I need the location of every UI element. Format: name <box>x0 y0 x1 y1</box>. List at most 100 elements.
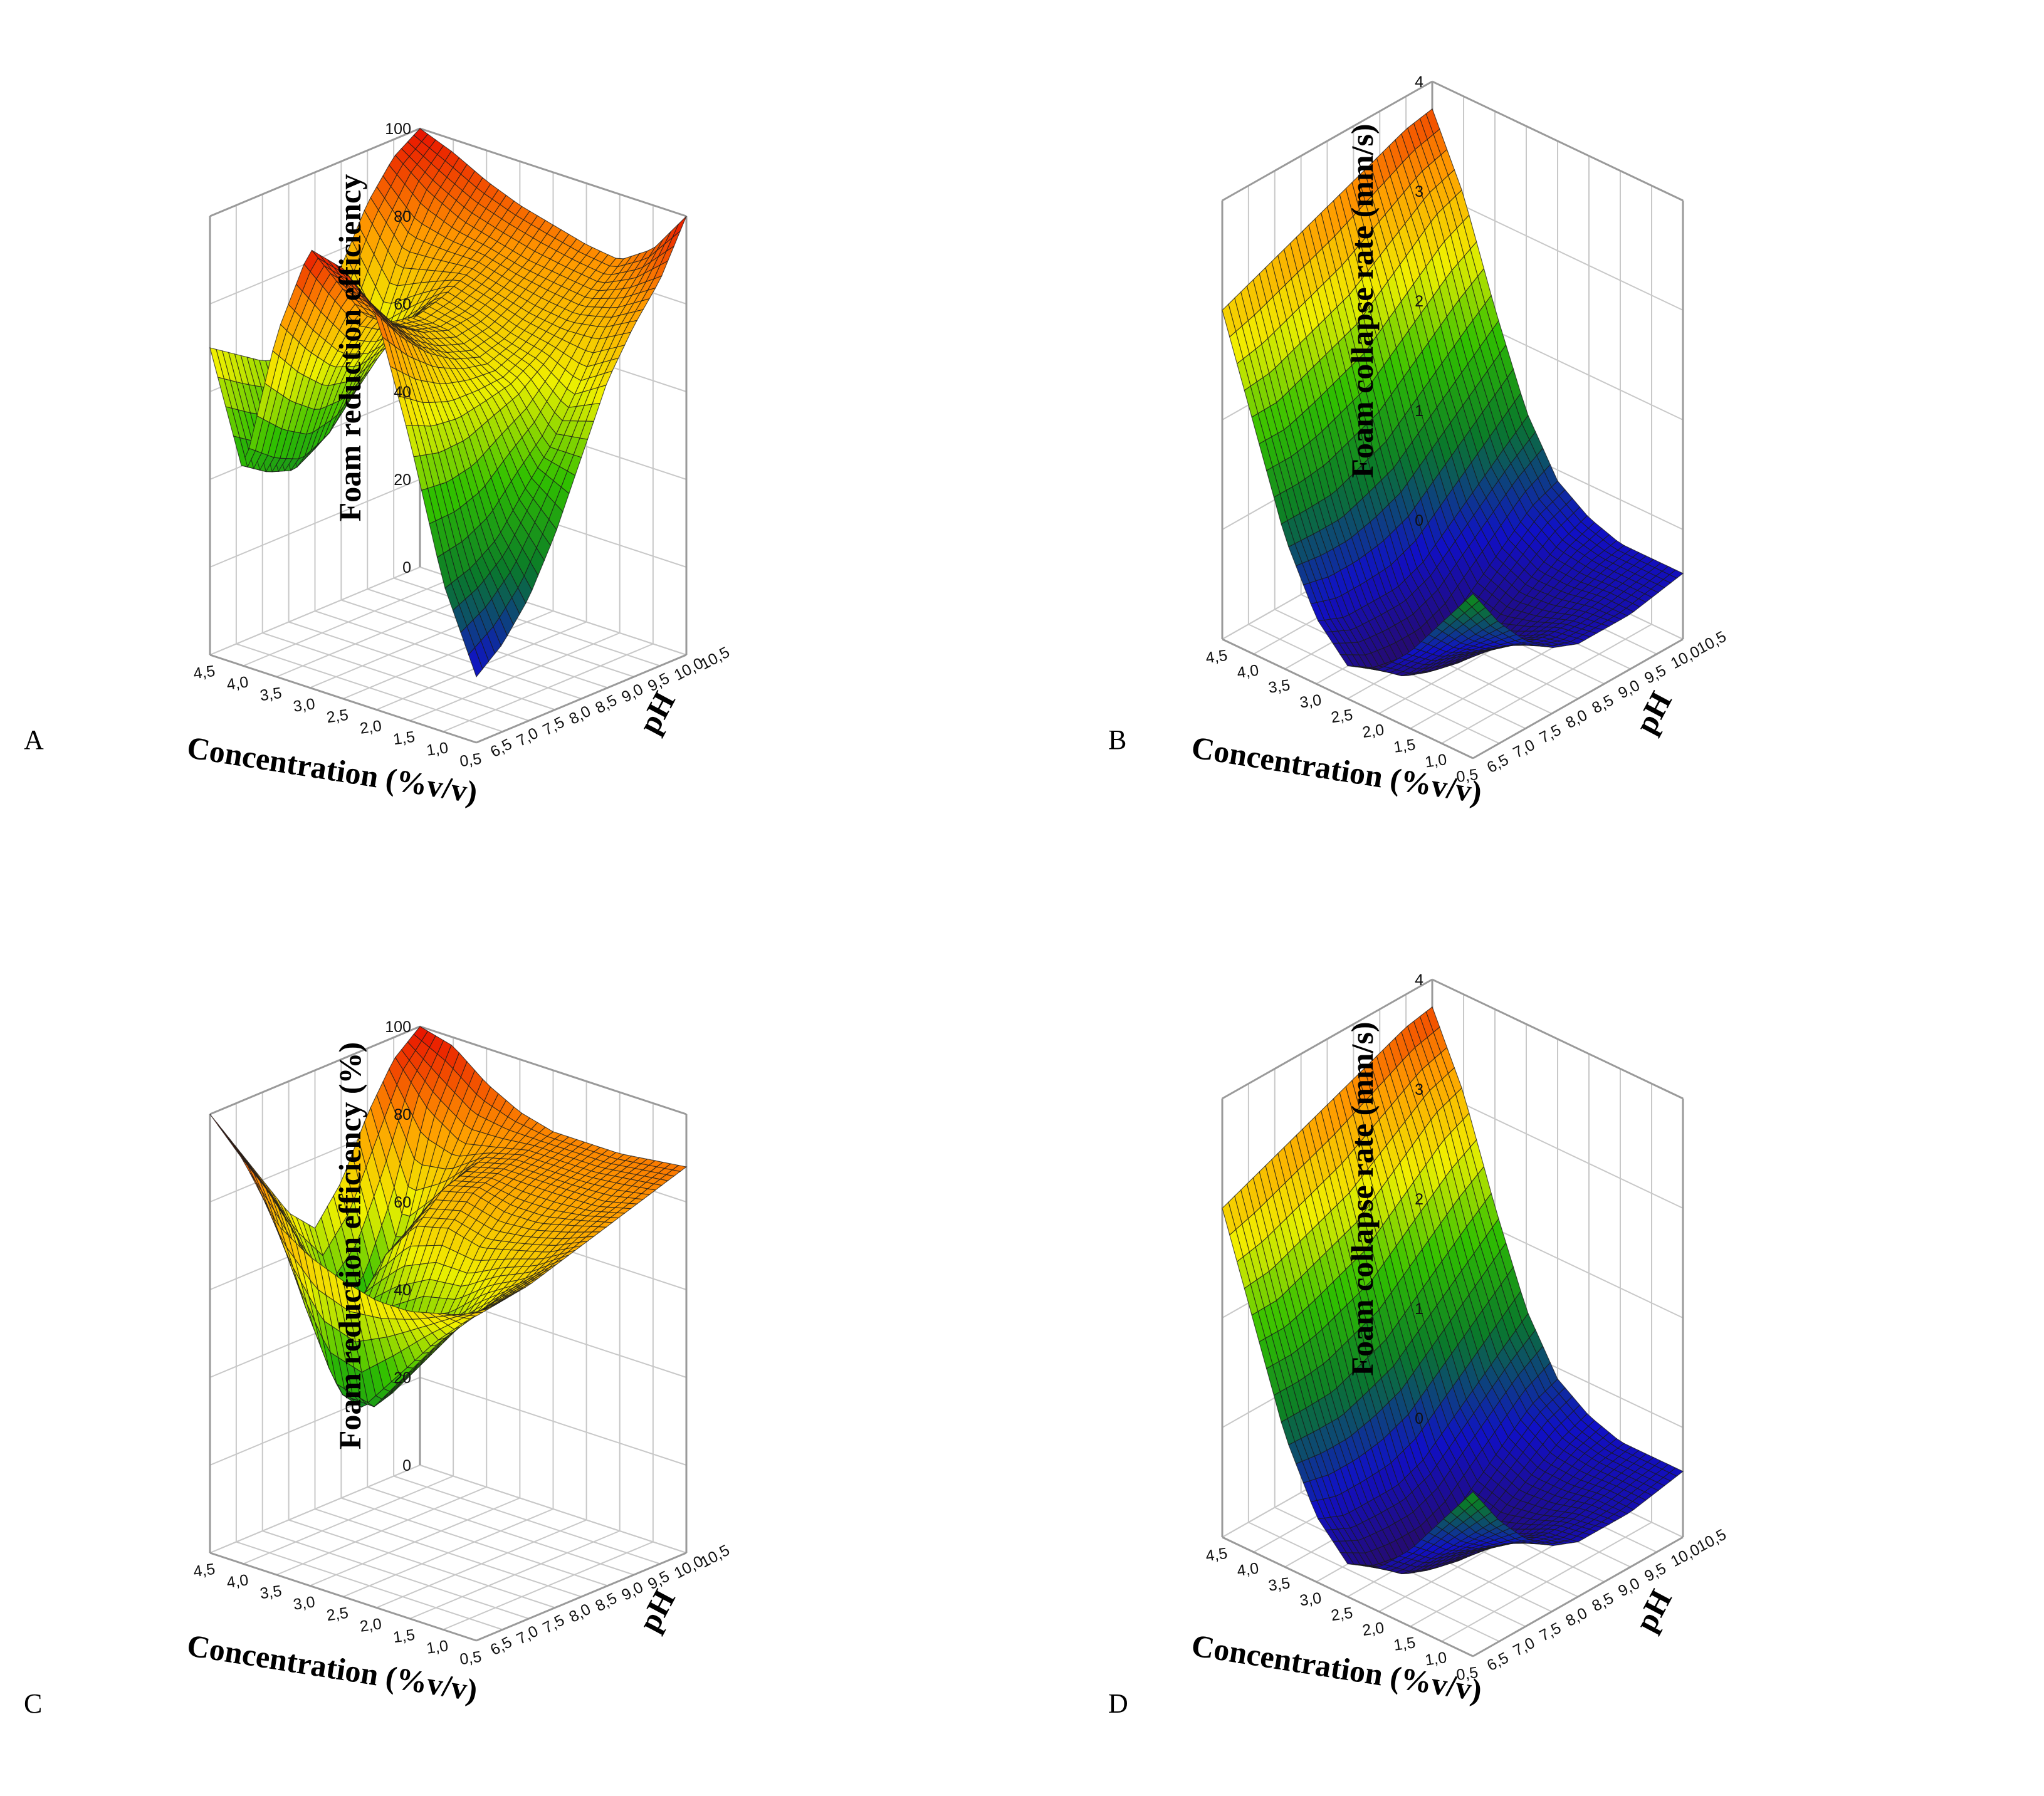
panel-b: 0 1 2 3 4 4,5 4,0 3,5 3,0 2,5 2,0 1,5 1,0 0,5 6,5 7,0 7,… <box>1022 0 2043 898</box>
z-tick-label: 3 <box>1415 1081 1423 1099</box>
x-tick-label: 3,5 <box>1267 676 1291 697</box>
gridline-floor-y <box>419 1464 687 1553</box>
y-tick-label: 6,5 <box>488 1633 515 1659</box>
z-tick-label: 1 <box>1415 402 1423 420</box>
y-tick-label: 9,5 <box>1642 662 1669 687</box>
gridline-floor-y <box>236 643 503 733</box>
frame-edge <box>1432 80 1684 202</box>
z-tick-label: 1 <box>1415 1300 1423 1318</box>
z-tick-label: 40 <box>394 384 411 401</box>
frame-edge <box>209 1552 477 1642</box>
x-axis-title: Concentration (%v/v) <box>1189 1627 1484 1708</box>
x-tick-label: 4,0 <box>226 673 249 694</box>
y-tick-label: 8,5 <box>1589 1589 1617 1615</box>
surface-cell <box>672 216 687 238</box>
z-axis-title: Foam collapse rate (mm/s) <box>1344 123 1380 478</box>
y-tick-label: 7,5 <box>1536 721 1564 747</box>
gridline-floor-y <box>315 610 582 699</box>
z-tick-label: 2 <box>1415 293 1423 310</box>
y-tick-label: 8,0 <box>1563 1604 1590 1630</box>
surface <box>1222 108 1684 677</box>
gridline-backwall-z <box>1432 1089 1684 1209</box>
z-tick-label: 3 <box>1415 183 1423 201</box>
y-tick-label: 8,0 <box>566 702 594 728</box>
x-tick-label: 2,5 <box>325 706 349 727</box>
z-tick-label: 20 <box>394 1369 411 1387</box>
y-tick-label: 9,5 <box>1642 1560 1669 1585</box>
x-tick-label: 2,5 <box>325 1604 349 1625</box>
x-tick-label: 4,5 <box>192 662 216 683</box>
z-tick-label: 40 <box>394 1282 411 1299</box>
frame-edge <box>476 654 687 744</box>
x-tick-label: 4,0 <box>226 1571 249 1592</box>
frame-edge <box>1432 978 1684 1100</box>
x-tick-label: 4,0 <box>1236 1560 1260 1580</box>
gridline-floor-y <box>393 577 661 667</box>
x-tick-label: 2,0 <box>1361 1619 1385 1640</box>
y-tick-label: 7,5 <box>540 1611 567 1637</box>
y-tick-label: 6,5 <box>1484 751 1512 776</box>
y-tick-label: 9,0 <box>1615 1575 1643 1600</box>
x-tick-label: 3,0 <box>292 1593 316 1614</box>
z-tick-label: 0 <box>402 1457 411 1475</box>
z-tick-label: 0 <box>1415 1410 1423 1428</box>
frame-edge <box>1222 1536 1474 1658</box>
x-tick-label: 3,0 <box>1299 691 1323 712</box>
panel-label: D <box>1108 1688 1128 1719</box>
y-tick-label: 10,5 <box>1694 628 1729 658</box>
surface-cell <box>1222 1201 1237 1236</box>
frame-edge <box>419 127 687 217</box>
x-tick-label: 1,5 <box>1393 736 1417 756</box>
z-axis-title: Foam collapse rate (mm/s) <box>1344 1021 1380 1376</box>
z-tick-label: 4 <box>1415 73 1423 91</box>
y-tick-label: 6,5 <box>488 735 515 761</box>
y-tick-label: 8,5 <box>1589 691 1617 717</box>
y-tick-label: 10,5 <box>698 644 733 674</box>
panel-d: 0 1 2 3 4 4,5 4,0 3,5 3,0 2,5 2,0 1,5 1,0 0,5 6,5 7,0 7,… <box>1022 898 2043 1796</box>
z-tick-label: 4 <box>1415 971 1423 989</box>
y-tick-label: 10,5 <box>1694 1526 1729 1556</box>
x-tick-label: 3,5 <box>259 1582 283 1603</box>
z-tick-label: 20 <box>394 471 411 489</box>
z-tick-label: 60 <box>394 1194 411 1211</box>
frame-edge <box>1222 638 1474 760</box>
x-tick-label: 1,5 <box>392 1626 416 1647</box>
y-tick-label: 8,5 <box>592 1589 620 1615</box>
frame-edge <box>419 1025 687 1115</box>
x-tick-label: 2,0 <box>1361 721 1385 742</box>
y-tick-label: 8,0 <box>566 1600 594 1626</box>
x-tick-label: 3,5 <box>1267 1574 1291 1595</box>
frame-edge <box>1222 978 1433 1100</box>
x-tick-label: 1,0 <box>426 1637 449 1658</box>
surface-cell <box>209 1114 224 1133</box>
panel-label: A <box>24 724 44 755</box>
y-tick-label: 8,0 <box>1563 706 1590 732</box>
z-axis-title: Foam reduction efficiency <box>332 174 367 522</box>
z-tick-label: 2 <box>1415 1191 1423 1208</box>
y-tick-label: 9,0 <box>1615 677 1643 702</box>
gridline-floor-y <box>262 1530 530 1619</box>
frame-edge <box>209 127 421 217</box>
x-tick-label: 0,5 <box>459 750 483 771</box>
panel-label: C <box>24 1688 42 1719</box>
x-tick-label: 0,5 <box>1455 1664 1479 1684</box>
gridline-floor-y <box>236 1541 503 1631</box>
x-tick-label: 1,0 <box>1424 1649 1448 1669</box>
x-tick-label: 3,5 <box>259 684 283 705</box>
x-tick-label: 1,5 <box>1393 1634 1417 1654</box>
y-tick-label: 8,5 <box>592 691 620 717</box>
z-tick-label: 100 <box>385 120 411 138</box>
frame-edge <box>476 1552 687 1642</box>
x-tick-label: 4,5 <box>1205 1545 1229 1565</box>
x-tick-label: 2,5 <box>1330 706 1354 727</box>
y-tick-label: 6,5 <box>1484 1649 1512 1674</box>
frame-edge <box>1472 1536 1684 1658</box>
gridline-backwall-z <box>1432 191 1684 311</box>
z-tick-label: 80 <box>394 1106 411 1124</box>
gridline-floor-y <box>288 621 555 711</box>
x-tick-label: 1,0 <box>426 739 449 760</box>
